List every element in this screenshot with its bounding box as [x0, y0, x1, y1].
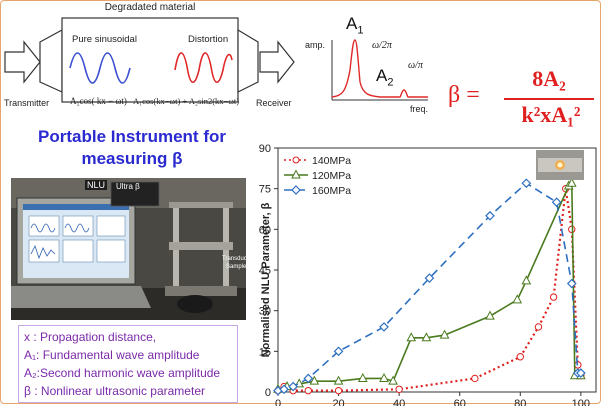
beta-line-chart: 0 15 30 45 60 75 90 0 20 40 60 80 100 140MPa 120MPa 160…	[259, 143, 597, 406]
x-tick-label: 20	[332, 398, 344, 406]
omega-2pi-label: ω/2π	[372, 40, 392, 51]
x-tick-label: 0	[275, 398, 281, 406]
data-point-140MPa	[304, 386, 312, 395]
beta-numerator: 8A₂	[532, 66, 566, 91]
receiver-label: Receiver	[256, 98, 292, 108]
definition-x: x : Propagation distance,	[24, 330, 157, 344]
a1-label: A1	[346, 14, 364, 37]
definition-a1: A₁: Fundamental wave amplitude	[24, 348, 200, 362]
x-tick-label: 80	[514, 398, 526, 406]
wave-propagation-diagram	[4, 17, 295, 103]
x-tick-label: 60	[454, 398, 466, 406]
definition-beta: β : Nonlinear ultrasonic parameter	[24, 384, 205, 398]
distortion-formula: A₁cos(kx−ωt) + A₂sin2(kx−ωt)	[133, 96, 240, 106]
y-tick-label: 60	[259, 224, 271, 236]
data-point-140MPa	[471, 374, 479, 383]
omega-pi-label: ω/π	[408, 60, 423, 71]
data-point-160MPa	[303, 373, 314, 384]
series-line-120MPa	[277, 181, 581, 391]
data-point-160MPa	[485, 210, 495, 221]
data-point-120MPa	[521, 275, 532, 285]
x-tick-label: 100	[572, 398, 590, 406]
legend-marker-160MPa	[291, 185, 301, 195]
transmitter-label: Transmitter	[4, 98, 50, 108]
y-tick-label: 30	[259, 306, 271, 318]
left-transducer-shape	[39, 28, 63, 93]
ultra-beta-label: Ultra β	[116, 182, 140, 191]
x-tick-label: 40	[393, 398, 405, 406]
data-point-160MPa	[551, 197, 562, 208]
legend-label-160MPa: 160MPa	[312, 185, 351, 197]
series-line-140MPa	[277, 188, 582, 392]
material-label: Degradated material	[104, 2, 196, 13]
y-tick-label: 75	[259, 184, 271, 196]
pure-sinusoidal-label: Pure sinusoidal	[72, 34, 137, 45]
distortion-label: Distortion	[188, 34, 229, 45]
data-point-120MPa	[357, 372, 368, 382]
series-line-160MPa	[277, 182, 581, 392]
legend-marker-120MPa	[291, 169, 301, 179]
legend-marker-140MPa	[292, 156, 300, 164]
data-point-120MPa	[421, 332, 432, 342]
data-point-160MPa	[576, 368, 586, 378]
data-point-140MPa	[516, 353, 524, 361]
y-tick-label: 0	[265, 387, 271, 399]
test-rig	[169, 202, 233, 208]
specimen-inset-photo	[536, 150, 584, 180]
data-point-160MPa	[379, 322, 389, 332]
instrument-title-line2: measuring β	[81, 149, 183, 168]
freq-label: freq.	[410, 104, 429, 114]
beta-denominator: k²xA₁²	[521, 102, 581, 127]
data-point-120MPa	[309, 375, 320, 385]
y-tick-label: 15	[259, 346, 271, 358]
amp-label: amp.	[305, 40, 326, 50]
data-point-120MPa	[333, 375, 344, 385]
transducer-label: Transducer	[222, 256, 253, 262]
definitions-box	[18, 325, 238, 403]
beta-lhs: β =	[448, 82, 480, 108]
pure-formula: A₁cos( kx − ωt)	[70, 96, 127, 106]
definition-a2: A₂:Second harmonic wave amplitude	[24, 366, 221, 380]
instrument-title-line1: Portable Instrument for	[38, 127, 226, 146]
transmitter-arrow	[4, 40, 41, 84]
nlu-label: NLU	[85, 180, 108, 190]
pure-sine-wave	[69, 52, 131, 84]
data-point-120MPa	[485, 310, 495, 320]
legend-label-140MPa: 140MPa	[312, 155, 351, 167]
data-point-120MPa	[566, 177, 577, 187]
instrument-photo	[11, 178, 246, 320]
distorted-wave	[174, 52, 233, 84]
data-point-120MPa	[512, 294, 523, 304]
data-point-120MPa	[388, 375, 398, 385]
data-point-160MPa	[288, 381, 298, 392]
data-point-140MPa	[549, 293, 558, 301]
instrument-photo-art	[11, 178, 246, 320]
spectrum-curve	[331, 39, 428, 98]
y-tick-label: 90	[259, 143, 271, 155]
legend-label-120MPa: 120MPa	[312, 170, 351, 182]
data-point-160MPa	[279, 384, 289, 395]
data-point-140MPa	[534, 323, 543, 331]
data-point-120MPa	[406, 332, 417, 342]
data-point-160MPa	[521, 178, 532, 189]
receiver-arrow	[259, 40, 295, 84]
data-point-160MPa	[333, 346, 344, 357]
spectrum-plot	[331, 39, 428, 101]
data-point-160MPa	[566, 278, 577, 289]
right-transducer-shape	[237, 28, 259, 93]
data-point-120MPa	[379, 372, 389, 382]
data-point-140MPa	[395, 385, 403, 393]
data-point-140MPa	[334, 386, 343, 395]
a2-label: A2	[376, 66, 394, 89]
y-tick-label: 45	[259, 265, 271, 277]
material-box	[61, 17, 239, 103]
data-point-160MPa	[424, 273, 435, 283]
data-point-120MPa	[439, 329, 450, 339]
fraction-bar	[504, 98, 594, 100]
sample-label: Sample	[226, 264, 247, 270]
